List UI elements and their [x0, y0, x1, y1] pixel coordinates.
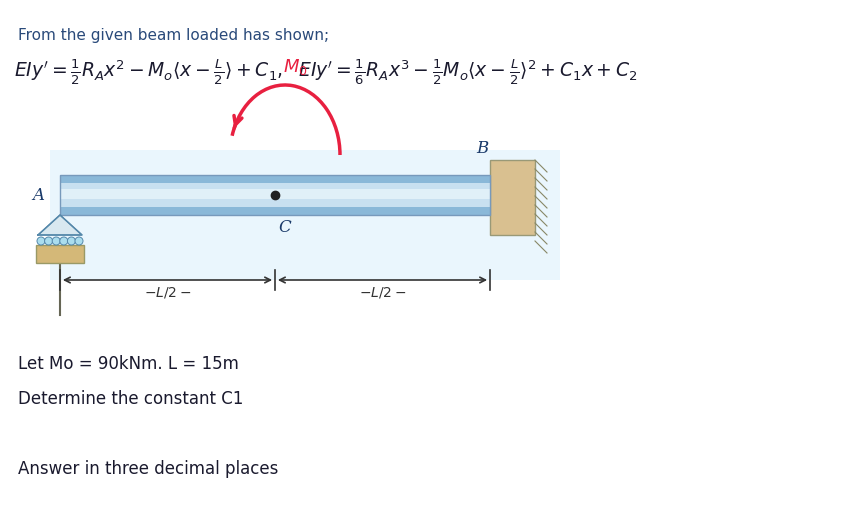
Bar: [50, 150, 560, 280]
Circle shape: [68, 237, 76, 245]
Circle shape: [75, 237, 83, 245]
Text: A: A: [32, 187, 44, 203]
Bar: [60, 189, 490, 199]
Circle shape: [52, 237, 60, 245]
Bar: [60, 207, 490, 215]
Polygon shape: [38, 215, 82, 235]
Text: C: C: [278, 219, 291, 236]
Bar: [36, 245, 84, 263]
Text: $M_0$: $M_0$: [283, 57, 307, 77]
Circle shape: [37, 237, 45, 245]
Bar: [60, 175, 490, 183]
Text: From the given beam loaded has shown;: From the given beam loaded has shown;: [18, 28, 329, 43]
Text: Let Mo = 90kNm. L = 15m: Let Mo = 90kNm. L = 15m: [18, 355, 239, 373]
Text: B: B: [476, 140, 488, 157]
Circle shape: [44, 237, 53, 245]
Bar: [490, 160, 535, 235]
Bar: [60, 175, 490, 215]
Circle shape: [60, 237, 68, 245]
Text: Determine the constant C1: Determine the constant C1: [18, 390, 243, 408]
Text: $EIy' = \frac{1}{2}R_A x^2 - M_o\langle x - \frac{L}{2}\rangle + C_1,$  $EIy' = : $EIy' = \frac{1}{2}R_A x^2 - M_o\langle …: [14, 58, 637, 87]
Text: $-L/2-$: $-L/2-$: [358, 285, 406, 300]
Text: Answer in three decimal places: Answer in three decimal places: [18, 460, 279, 478]
Text: $-L/2-$: $-L/2-$: [144, 285, 191, 300]
Bar: [60, 183, 490, 207]
